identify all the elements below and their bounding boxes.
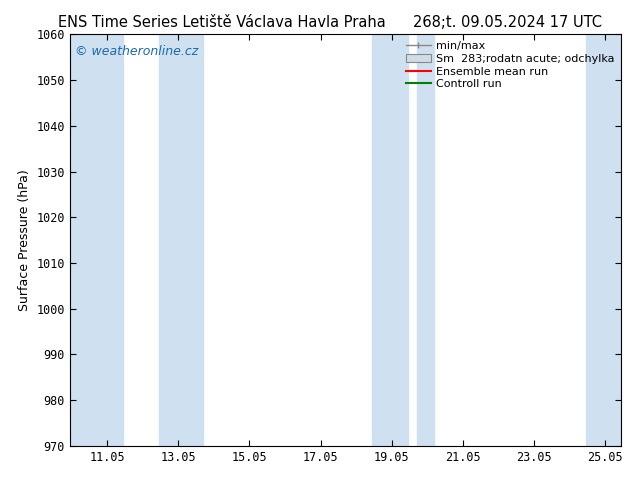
Bar [158, 34, 203, 446]
Text: ENS Time Series Letiště Václava Havla Praha: ENS Time Series Letiště Václava Havla Pr… [58, 15, 385, 30]
Bar [417, 34, 434, 446]
Text: © weatheronline.cz: © weatheronline.cz [75, 45, 198, 58]
Legend: min/max, Sm  283;rodatn acute; odchylka, Ensemble mean run, Controll run: min/max, Sm 283;rodatn acute; odchylka, … [403, 38, 618, 93]
Y-axis label: Surface Pressure (hPa): Surface Pressure (hPa) [18, 169, 31, 311]
Bar [70, 34, 123, 446]
Text: 268;t. 09.05.2024 17 UTC: 268;t. 09.05.2024 17 UTC [413, 15, 602, 30]
Bar [372, 34, 408, 446]
Bar [586, 34, 621, 446]
